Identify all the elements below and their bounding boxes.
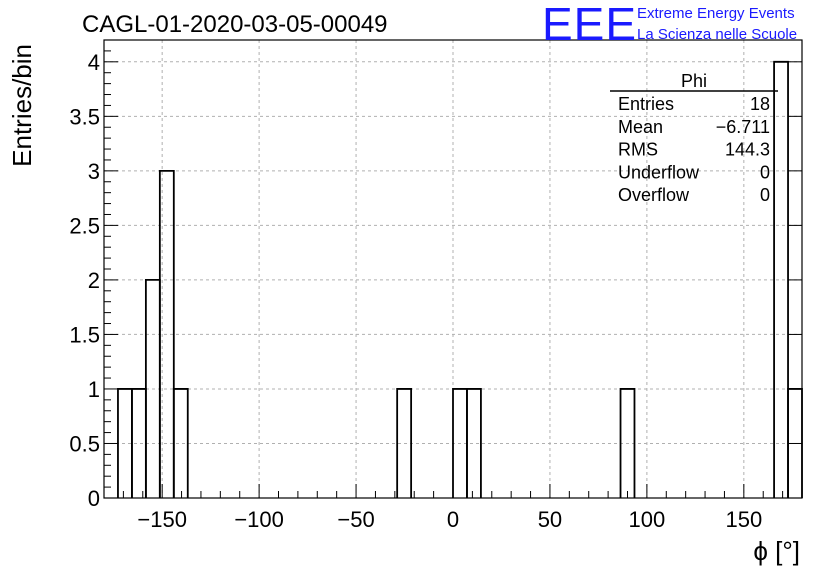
axis-ticks (104, 50, 803, 499)
x-tick-label: 150 (725, 507, 762, 532)
x-tick-label: −50 (337, 507, 374, 532)
stats-row-value: 144.3 (725, 140, 770, 160)
grid-lines (104, 40, 802, 498)
histogram-bin (466, 388, 482, 498)
histogram-bin (619, 388, 636, 498)
y-tick-label: 4 (88, 50, 100, 75)
y-tick-label: 1.5 (69, 322, 100, 347)
y-axis-label: Entries/bin (7, 44, 37, 167)
stats-row-value: 0 (760, 185, 770, 205)
stats-row-label: Underflow (618, 162, 700, 182)
eee-logo: EEE Extreme Energy Events La Scienza nel… (542, 0, 797, 50)
x-tick-label: 0 (447, 507, 459, 532)
stats-row-value: 0 (760, 162, 770, 182)
y-tick-labels: 0 0.5 1 1.5 2 2.5 3 3.5 4 (69, 50, 100, 511)
x-tick-label: −150 (137, 507, 187, 532)
eee-logo-mark: EEE (542, 0, 637, 50)
y-tick-label: 0.5 (69, 431, 100, 456)
stats-row-label: Entries (618, 94, 674, 114)
histogram-bin (172, 388, 189, 498)
stats-box: Phi Entries 18 Mean −6.711 RMS 144.3 Underflow… (610, 71, 778, 205)
stats-row-label: Mean (618, 117, 663, 137)
chart-title: CAGL-01-2020-03-05-00049 (82, 11, 388, 38)
y-tick-label: 2.5 (69, 213, 100, 238)
stats-row-value: −6.711 (716, 117, 770, 137)
y-tick-label: 3 (88, 159, 100, 184)
logo-line-1: Extreme Energy Events (637, 5, 795, 22)
x-tick-label: 100 (629, 507, 666, 532)
y-tick-label: 1 (88, 377, 100, 402)
stats-row-label: Overflow (618, 185, 690, 205)
stats-rows: Entries 18 Mean −6.711 RMS 144.3 Underflow 0 Ove… (618, 94, 770, 205)
logo-line-2: La Scienza nelle Scuole (637, 26, 797, 43)
y-tick-label: 3.5 (69, 104, 100, 129)
histogram-bin (158, 169, 175, 498)
stats-row-label: RMS (618, 140, 658, 160)
y-tick-label: 0 (88, 486, 100, 511)
stats-title: Phi (681, 71, 707, 91)
x-tick-label: 50 (538, 507, 562, 532)
y-tick-label: 2 (88, 268, 100, 293)
stats-row-value: 18 (750, 94, 770, 114)
x-axis-label: ϕ [°] (753, 536, 800, 566)
x-tick-label: −100 (234, 507, 284, 532)
x-tick-labels: −150 −100 −50 0 50 100 150 (137, 507, 762, 532)
histogram-bin (396, 388, 413, 498)
